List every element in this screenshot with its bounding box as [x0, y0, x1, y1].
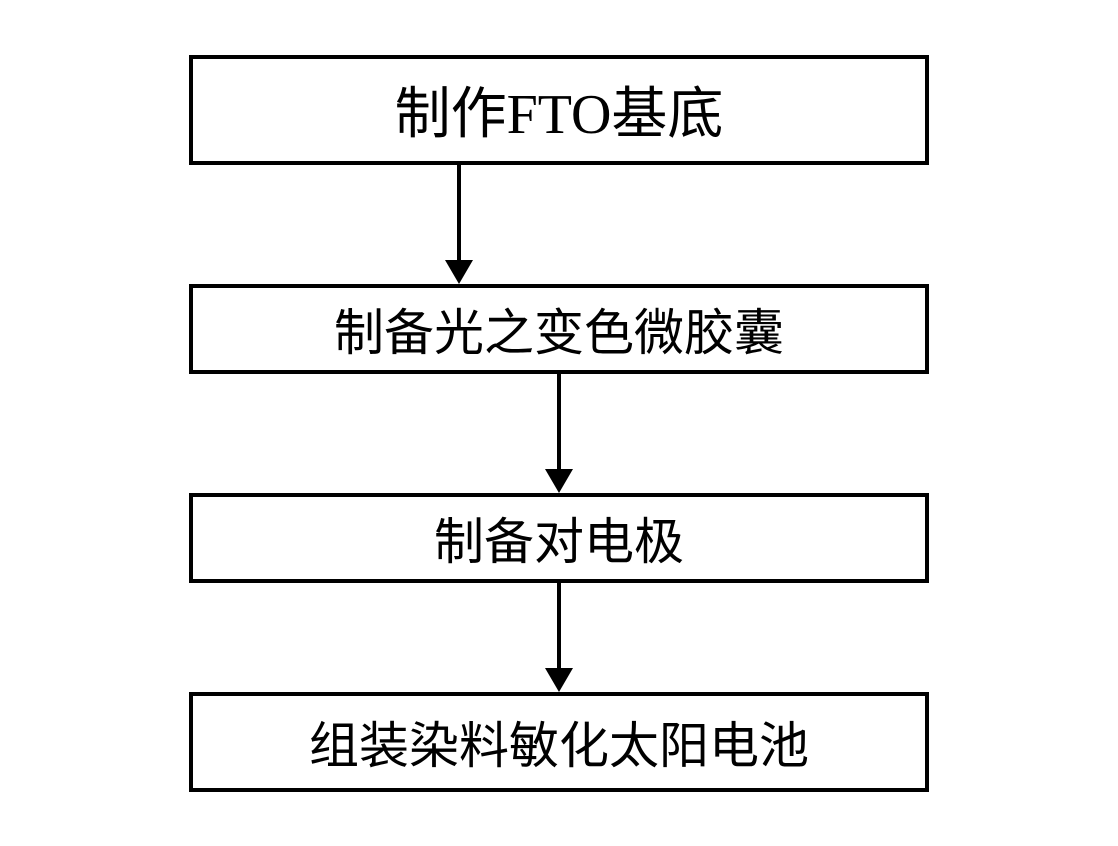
flowchart-node-2: 制备光之变色微胶囊	[189, 284, 929, 374]
arrow-line	[457, 165, 461, 260]
arrow-line	[557, 583, 561, 668]
node-label: 制备对电极	[434, 502, 684, 574]
node-label: 组装染料敏化太阳电池	[309, 706, 809, 778]
flowchart-node-1: 制作FTO基底	[189, 55, 929, 165]
flowchart-node-3: 制备对电极	[189, 493, 929, 583]
flowchart-node-4: 组装染料敏化太阳电池	[189, 692, 929, 792]
arrow-head-icon	[545, 668, 573, 692]
flowchart-arrow-3	[545, 583, 573, 692]
arrow-line	[557, 374, 561, 469]
node-label: 制作FTO基底	[395, 69, 724, 150]
flowchart-container: 制作FTO基底 制备光之变色微胶囊 制备对电极 组装染料敏化太阳电池	[189, 55, 929, 792]
node-label: 制备光之变色微胶囊	[334, 293, 784, 365]
flowchart-arrow-2	[545, 374, 573, 493]
arrow-head-icon	[545, 469, 573, 493]
flowchart-arrow-1	[445, 165, 473, 284]
arrow-head-icon	[445, 260, 473, 284]
